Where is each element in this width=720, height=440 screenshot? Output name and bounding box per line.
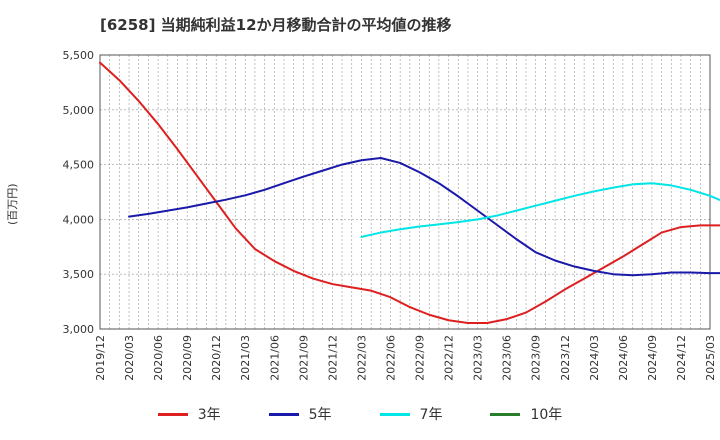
x-tick-label: 2024/03 [588,335,601,381]
legend-item-3年: 3年 [157,404,221,424]
x-tick-label: 2020/03 [123,335,136,381]
x-tick-label: 2022/03 [355,335,368,381]
x-tick-label: 2025/03 [704,335,717,381]
x-tick-label: 2020/06 [152,335,165,381]
x-tick-label: 2023/03 [472,335,485,381]
y-tick-label: 5,500 [63,49,95,62]
x-tick-label: 2021/09 [297,335,310,381]
y-tick-label: 4,000 [63,213,95,226]
legend-swatch [490,412,521,416]
legend-label: 10年 [530,407,563,423]
legend-swatch [157,412,188,416]
x-tick-label: 2022/09 [414,335,427,381]
y-tick-label: 3,500 [63,268,95,281]
x-tick-label: 2024/12 [675,335,688,381]
legend-item-10年: 10年 [490,404,562,424]
legend-swatch [379,412,410,416]
legend: 3年 5年 7年 10年 [0,404,720,424]
series-layer [99,61,720,324]
y-tick-labels: 3,000 3,500 4,000 4,500 5,000 5,500 [63,49,95,336]
x-tick-label: 2023/06 [501,335,514,381]
x-tick-label: 2020/12 [210,335,223,381]
legend-swatch [268,412,299,416]
series-line-5年 [128,157,720,277]
x-tick-label: 2022/06 [384,335,397,381]
legend-item-5年: 5年 [268,404,332,424]
x-tick-label: 2024/09 [646,335,659,381]
x-tick-label: 2023/09 [530,335,543,381]
grid-layer [100,55,710,329]
legend-label: 5年 [308,407,332,423]
x-tick-label: 2020/09 [181,335,194,381]
y-tick-label: 5,000 [63,104,95,117]
x-tick-label: 2021/12 [326,335,339,381]
series-line-7年 [360,182,720,238]
legend-item-7年: 7年 [379,404,443,424]
x-tick-label: 2023/12 [559,335,572,381]
x-tick-label: 2021/06 [268,335,281,381]
x-tick-label: 2024/06 [617,335,630,381]
y-tick-label: 3,000 [63,323,95,336]
legend-label: 7年 [419,407,443,423]
x-tick-labels: 2019/12 2020/03 2020/06 2020/09 2020/12 2021/… [94,335,717,381]
x-tick-label: 2021/03 [239,335,252,381]
y-tick-label: 4,500 [63,159,95,172]
legend-label: 3年 [197,407,221,423]
x-tick-label: 2019/12 [94,335,107,381]
x-tick-label: 2022/12 [443,335,456,381]
chart-title: [6258] 当期純利益12か月移動合計の平均値の推移 [100,16,452,34]
plot-frame [99,54,711,330]
